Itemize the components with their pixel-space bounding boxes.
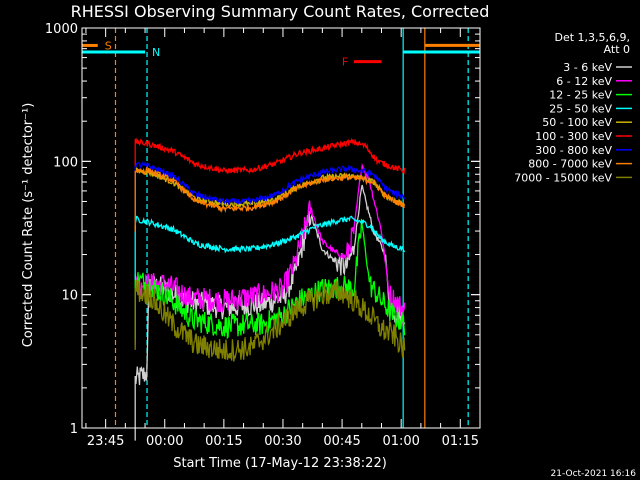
legend-header-line1: Det 1,3,5,6,9, xyxy=(554,31,630,44)
y-tick-label: 1000 xyxy=(45,22,78,37)
legend-label-8: 7000 - 15000 keV xyxy=(514,171,612,184)
y-tick-label: 100 xyxy=(53,155,78,170)
y-axis-label: Corrected Count Rate (s⁻¹ detector⁻¹) xyxy=(21,103,36,348)
x-axis-label: Start Time (17-May-12 23:38:22) xyxy=(173,456,387,471)
legend-label-4: 50 - 100 keV xyxy=(542,116,612,129)
series-line-7 xyxy=(134,166,405,232)
series-line-2 xyxy=(134,218,406,341)
series-line-5 xyxy=(134,137,406,203)
x-tick-label: 01:00 xyxy=(382,434,419,449)
x-tick-label: 00:30 xyxy=(264,434,301,449)
legend-label-3: 25 - 50 keV xyxy=(549,102,612,115)
legend-label-5: 100 - 300 keV xyxy=(535,130,612,143)
y-tick-label: 1 xyxy=(70,422,78,437)
annotation-label-N: N xyxy=(152,46,160,59)
legend-label-6: 300 - 800 keV xyxy=(535,144,612,157)
series-line-3 xyxy=(134,215,406,280)
annotation-label-S: S xyxy=(105,39,112,52)
plot-area: S N F xyxy=(82,28,480,441)
series-line-6 xyxy=(134,161,406,226)
legend-label-7: 800 - 7000 keV xyxy=(528,158,612,171)
x-tick-label: 01:15 xyxy=(442,434,479,449)
axes: 1 10 100 1000 23:45 00:00 00:15 00:30 00:45 01:00… xyxy=(45,22,481,449)
x-tick-label: 00:00 xyxy=(146,434,183,449)
annotation-label-F: F xyxy=(342,56,348,69)
legend-label-1: 6 - 12 keV xyxy=(556,75,612,88)
x-tick-label: 23:45 xyxy=(87,434,124,449)
series-line-8 xyxy=(134,279,406,362)
y-tick-label: 10 xyxy=(61,289,78,304)
plot-frame xyxy=(81,27,481,429)
footer-date: 21-Oct-2021 16:16 xyxy=(551,469,637,479)
x-tick-label: 00:15 xyxy=(205,434,242,449)
legend-label-2: 12 - 25 keV xyxy=(549,89,612,102)
x-tick-label: 00:45 xyxy=(323,434,360,449)
chart-title: RHESSI Observing Summary Count Rates, Co… xyxy=(71,2,490,21)
legend-header-line2: Att 0 xyxy=(604,43,630,56)
legend-label-0: 3 - 6 keV xyxy=(563,61,612,74)
